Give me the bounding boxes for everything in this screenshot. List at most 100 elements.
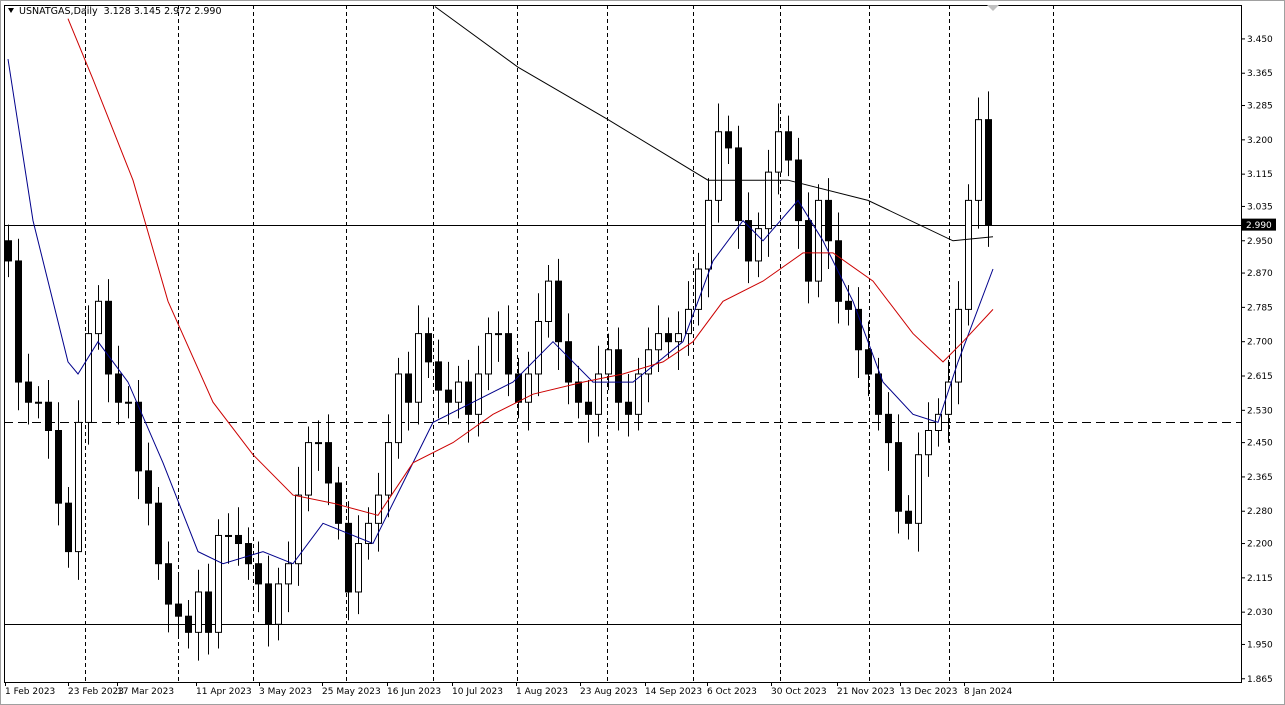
dropdown-triangle-icon[interactable] bbox=[8, 8, 14, 13]
candle-body bbox=[245, 543, 252, 565]
candle-body bbox=[875, 373, 882, 415]
ohlc-values: 3.128 3.145 2.972 2.990 bbox=[103, 6, 222, 17]
candle-body bbox=[35, 401, 42, 404]
candle-body bbox=[685, 308, 692, 335]
candle-body bbox=[545, 280, 552, 322]
candle-body bbox=[775, 131, 782, 173]
candle-body bbox=[575, 381, 582, 403]
candle-body bbox=[395, 373, 402, 444]
y-tick-label: 2.530 bbox=[1247, 406, 1273, 416]
candle-body bbox=[5, 240, 12, 262]
candle-body bbox=[115, 373, 122, 403]
candle-body bbox=[385, 442, 392, 496]
candle-body bbox=[25, 381, 32, 403]
candle-body bbox=[275, 583, 282, 625]
candle-body bbox=[225, 534, 232, 537]
candle-body bbox=[785, 131, 792, 161]
moving-average-line bbox=[67, 18, 994, 516]
candle-body bbox=[145, 470, 152, 504]
candle-body bbox=[195, 591, 202, 633]
candle-body bbox=[555, 280, 562, 343]
candle-body bbox=[55, 429, 62, 504]
candle-body bbox=[455, 381, 462, 403]
candle-body bbox=[655, 333, 662, 351]
candle-body bbox=[705, 199, 712, 270]
candle-body bbox=[155, 502, 162, 565]
candle-body bbox=[865, 349, 872, 375]
chart-header: USNATGAS,Daily 3.128 3.145 2.972 2.990 bbox=[8, 6, 222, 17]
candle-body bbox=[615, 349, 622, 403]
candle-body bbox=[215, 534, 222, 633]
candle-body bbox=[895, 442, 902, 512]
y-tick-label: 1.865 bbox=[1247, 675, 1273, 685]
candle-body bbox=[765, 171, 772, 230]
candle-body bbox=[645, 349, 652, 375]
y-tick-label: 3.285 bbox=[1247, 102, 1273, 112]
candle-body bbox=[905, 510, 912, 524]
y-tick-label: 2.870 bbox=[1247, 269, 1273, 279]
moving-average-line bbox=[434, 6, 994, 242]
current-price-label: 2.990 bbox=[1246, 221, 1272, 231]
y-tick-label: 3.450 bbox=[1247, 35, 1273, 45]
candle-body bbox=[95, 300, 102, 335]
y-tick-label: 2.950 bbox=[1247, 237, 1273, 247]
plot-layer bbox=[4, 5, 1241, 682]
candle-body bbox=[65, 502, 72, 553]
y-tick-label: 2.200 bbox=[1247, 540, 1273, 550]
candle-body bbox=[635, 373, 642, 415]
candle-body bbox=[105, 300, 112, 375]
candle-body bbox=[735, 147, 742, 222]
x-tick-label: 3 May 2023 bbox=[259, 687, 312, 697]
candle-body bbox=[435, 361, 442, 391]
x-tick-label: 25 May 2023 bbox=[322, 687, 381, 697]
candle-body bbox=[445, 389, 452, 403]
x-tick-label: 23 Feb 2023 bbox=[68, 687, 124, 697]
candle-body bbox=[305, 442, 312, 496]
candle-body bbox=[525, 373, 532, 403]
candle-body bbox=[825, 199, 832, 242]
candle-body bbox=[295, 494, 302, 565]
candle-body bbox=[485, 333, 492, 375]
x-tick-label: 23 Aug 2023 bbox=[580, 687, 638, 697]
y-tick-label: 2.280 bbox=[1247, 507, 1273, 517]
y-tick-label: 2.700 bbox=[1247, 338, 1273, 348]
candle-body bbox=[715, 131, 722, 201]
candle-body bbox=[605, 349, 612, 375]
candle-body bbox=[185, 615, 192, 633]
x-tick-label: 21 Nov 2023 bbox=[837, 687, 895, 697]
candle-body bbox=[475, 373, 482, 415]
chart-shift-marker bbox=[987, 5, 999, 11]
x-tick-label: 1 Aug 2023 bbox=[516, 687, 568, 697]
candle-body bbox=[45, 401, 52, 431]
y-tick-label: 2.450 bbox=[1247, 439, 1273, 449]
candle-body bbox=[625, 401, 632, 415]
candle-body bbox=[505, 333, 512, 375]
candle-body bbox=[595, 373, 602, 415]
x-tick-label: 14 Sep 2023 bbox=[645, 687, 702, 697]
candle-body bbox=[975, 119, 982, 201]
x-tick-label: 6 Oct 2023 bbox=[707, 687, 757, 697]
candle-body bbox=[925, 429, 932, 456]
candle-body bbox=[345, 522, 352, 593]
y-tick-label: 2.615 bbox=[1247, 372, 1273, 382]
candle-body bbox=[815, 199, 822, 282]
candle-body bbox=[745, 220, 752, 262]
candle-body bbox=[755, 228, 762, 262]
y-tick-label: 3.115 bbox=[1247, 170, 1273, 180]
candle-body bbox=[235, 534, 242, 545]
candle-body bbox=[405, 373, 412, 403]
candle-body bbox=[985, 119, 992, 226]
candle-body bbox=[355, 543, 362, 593]
candle-body bbox=[335, 482, 342, 524]
candle-body bbox=[165, 563, 172, 605]
candle-body bbox=[565, 341, 572, 383]
y-tick-label: 2.030 bbox=[1247, 608, 1273, 618]
candle-body bbox=[15, 260, 22, 383]
candle-body bbox=[845, 300, 852, 310]
candle-body bbox=[965, 199, 972, 310]
candle-body bbox=[365, 522, 372, 545]
candle-body bbox=[805, 220, 812, 282]
candle-body bbox=[85, 333, 92, 423]
